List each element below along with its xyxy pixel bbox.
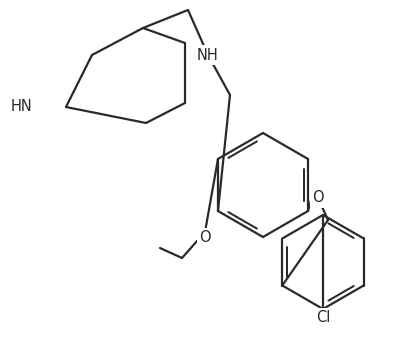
Text: O: O [199, 231, 210, 245]
Text: O: O [311, 190, 323, 206]
Text: Cl: Cl [315, 310, 330, 326]
Text: HN: HN [11, 99, 33, 115]
Text: NH: NH [197, 48, 218, 62]
